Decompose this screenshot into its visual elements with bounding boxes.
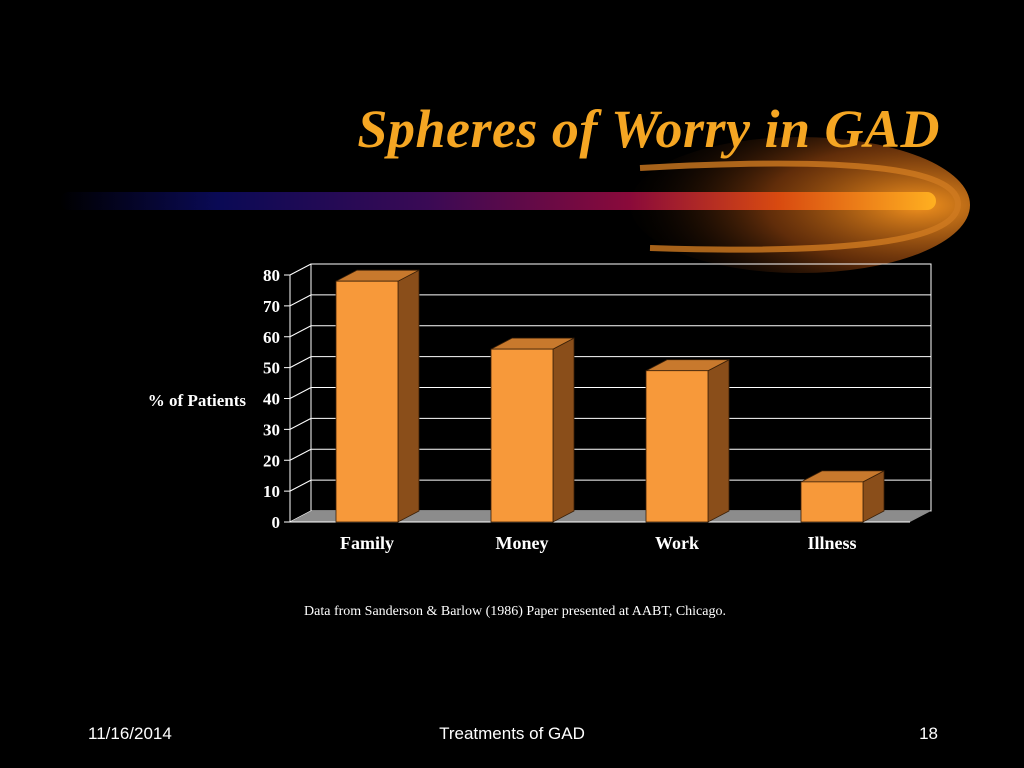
gridline-side: [289, 417, 312, 430]
gridline-side: [289, 448, 312, 461]
y-tick-label: 20: [263, 451, 280, 470]
bar-front: [800, 481, 864, 523]
gridline-side: [289, 387, 312, 399]
x-tick-label: Illness: [807, 533, 856, 553]
footer-date: 11/16/2014: [88, 724, 172, 743]
swoosh-arc: [639, 160, 962, 253]
y-tick-label: 10: [263, 482, 280, 501]
y-tick-label: 50: [263, 359, 280, 378]
bar-illness: [800, 470, 885, 523]
footer-title: Treatments of GAD: [439, 724, 585, 743]
bar-front: [335, 280, 399, 523]
bar-side: [707, 359, 730, 523]
gridline-side: [289, 479, 312, 492]
gridline-side: [289, 356, 312, 369]
x-tick-label: Work: [655, 533, 699, 553]
bar-front: [490, 348, 554, 523]
y-tick-label: 0: [272, 513, 281, 532]
chart-floor: [290, 511, 931, 522]
x-tick-label: Family: [340, 533, 394, 553]
bar-side: [552, 337, 575, 523]
x-tick-label: Money: [496, 533, 549, 553]
bar-money: [490, 337, 575, 523]
y-tick-label: 40: [263, 390, 280, 409]
chart-text-layer: 0 10 20 30 40 50 60 70 80 % of Patients Family Mone…: [148, 266, 857, 553]
bar-work: [645, 359, 730, 523]
source-note: Data from Sanderson & Barlow (1986) Pape…: [304, 604, 726, 619]
gridline-side: [289, 294, 312, 307]
bar-front: [645, 370, 709, 523]
slide-title: Spheres of Worry in GAD: [357, 99, 940, 159]
bar-family: [335, 269, 420, 523]
bar-side: [397, 269, 420, 523]
footer-page-number: 18: [919, 724, 938, 743]
y-tick-label: 70: [263, 297, 280, 316]
swoosh-beam: [60, 192, 936, 210]
chart-bars-layer: [335, 269, 885, 523]
y-axis-label: % of Patients: [148, 391, 247, 410]
gridline-side: [289, 325, 312, 338]
gridline-side: [289, 263, 312, 276]
y-tick-label: 80: [263, 266, 280, 285]
y-tick-label: 30: [263, 420, 280, 439]
y-tick-label: 60: [263, 328, 280, 347]
